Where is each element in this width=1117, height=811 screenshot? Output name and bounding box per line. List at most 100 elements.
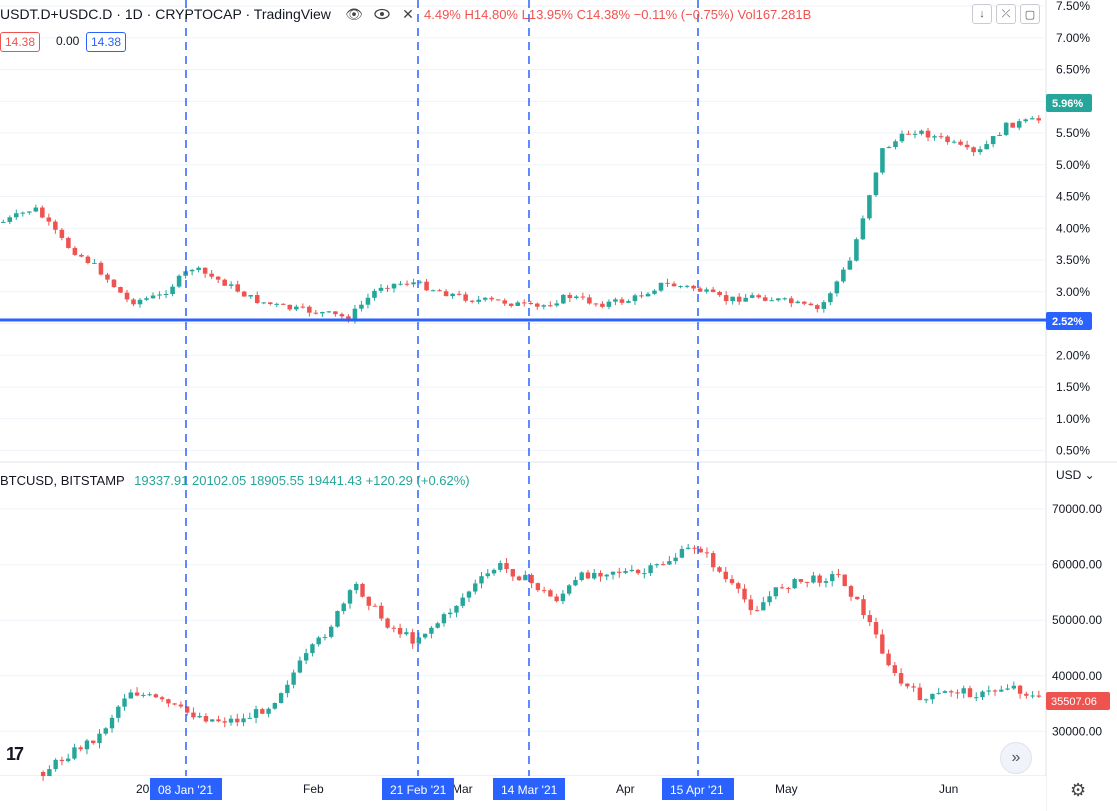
candle-body [266, 708, 271, 714]
candle-body [326, 311, 332, 313]
candle-body [150, 295, 156, 299]
price-label: 1.00% [1056, 412, 1090, 426]
candle-body [782, 298, 788, 300]
candle-body [485, 573, 490, 577]
candle-body [860, 218, 866, 240]
candle-body [892, 665, 898, 674]
settings-icon[interactable] [372, 4, 392, 24]
candle-body [808, 303, 814, 306]
candle-body [429, 627, 434, 634]
candle-body [905, 683, 910, 687]
collapse-icon[interactable]: ⤫ [996, 4, 1016, 24]
candle-body [697, 288, 703, 292]
candle-body [20, 212, 26, 214]
candle-body [951, 141, 957, 143]
candle-body [322, 636, 328, 638]
candle-body [671, 283, 677, 287]
candle-body [1017, 685, 1023, 694]
buy-price-box[interactable]: 14.38 [86, 32, 127, 52]
candle-body [404, 283, 410, 285]
price-label: 30000.00 [1052, 724, 1102, 738]
candle-body [685, 547, 691, 549]
time-label: May [775, 782, 798, 796]
arrow-down-icon[interactable]: ↓ [972, 4, 992, 24]
price-label: 60000.00 [1052, 558, 1102, 572]
candle-body [65, 758, 71, 762]
candle-body [103, 728, 108, 734]
candle-body [711, 553, 716, 568]
sell-price-box[interactable]: 14.38 [0, 32, 41, 52]
eye-icon[interactable]: 👁 [345, 5, 363, 22]
candle-body [830, 574, 835, 582]
bottom-symbol[interactable]: BTCUSD [0, 473, 54, 488]
candle-body [170, 286, 175, 294]
candle-body [834, 281, 840, 294]
gear-icon[interactable]: ⚙ [1070, 780, 1087, 800]
top-interval[interactable]: 1D [124, 6, 143, 22]
currency-select[interactable]: USD ⌄ [1056, 468, 1095, 482]
candle-body [723, 571, 728, 580]
candle-body [917, 687, 923, 701]
candle-body [274, 303, 280, 305]
candle-body [861, 599, 866, 616]
candle-body [352, 308, 358, 321]
candle-body [504, 563, 509, 570]
candle-body [469, 300, 475, 302]
bottom-close: 19441.43 [307, 473, 362, 488]
top-symbol[interactable]: USDT.D+USDC.D [0, 6, 113, 22]
price-label: 4.00% [1056, 221, 1090, 235]
candle-body [842, 574, 847, 587]
candle-body [287, 304, 293, 310]
candle-body [0, 221, 6, 223]
maximize-icon[interactable]: ▢ [1020, 4, 1040, 24]
close-icon[interactable]: ✕ [402, 5, 414, 22]
candle-body [854, 239, 859, 261]
support-price-tag-bg [1046, 312, 1092, 330]
candle-body [691, 285, 696, 289]
candle-body [450, 293, 455, 297]
candle-body [166, 699, 171, 704]
candle-body [510, 569, 516, 577]
candle-body [736, 583, 741, 589]
candle-body [841, 269, 846, 282]
candle-body [748, 599, 753, 611]
candle-body [228, 718, 234, 723]
candle-body [561, 294, 566, 304]
btc-price-tag-bg [1046, 692, 1110, 710]
candle-body [191, 712, 196, 718]
candle-body [33, 207, 39, 212]
candle-body [606, 301, 612, 307]
price-label: 7.50% [1056, 0, 1090, 13]
candle-body [598, 572, 603, 577]
candle-body [788, 298, 794, 304]
candle-body [281, 303, 286, 305]
candle-body [310, 644, 315, 654]
tradingview-logo[interactable]: 17 [6, 744, 24, 764]
candle-body [665, 282, 670, 284]
candle-body [411, 282, 416, 285]
candle-body [867, 195, 872, 219]
candle-body [159, 697, 165, 700]
candle-body [297, 660, 303, 673]
candle-body [1010, 122, 1015, 128]
time-label: Feb [303, 782, 324, 796]
candle-body [610, 571, 616, 575]
candle-body [196, 267, 201, 270]
candle-body [516, 576, 522, 581]
candle-body [27, 211, 32, 213]
candle-body [821, 302, 827, 309]
candle-body [46, 217, 52, 222]
time-label: Jun [939, 782, 958, 796]
candle-body [72, 747, 77, 759]
candle-body [291, 672, 296, 685]
candle-body [235, 718, 240, 723]
candle-body [479, 576, 484, 584]
candle-body [385, 287, 390, 289]
candle-body [535, 303, 540, 307]
candle-body [938, 136, 944, 138]
top-ohlc: 4.49% H14.80% L13.95% C14.38% −0.11% (−0… [424, 7, 811, 22]
candle-body [847, 260, 853, 270]
scroll-right-icon[interactable]: » [1000, 742, 1032, 774]
